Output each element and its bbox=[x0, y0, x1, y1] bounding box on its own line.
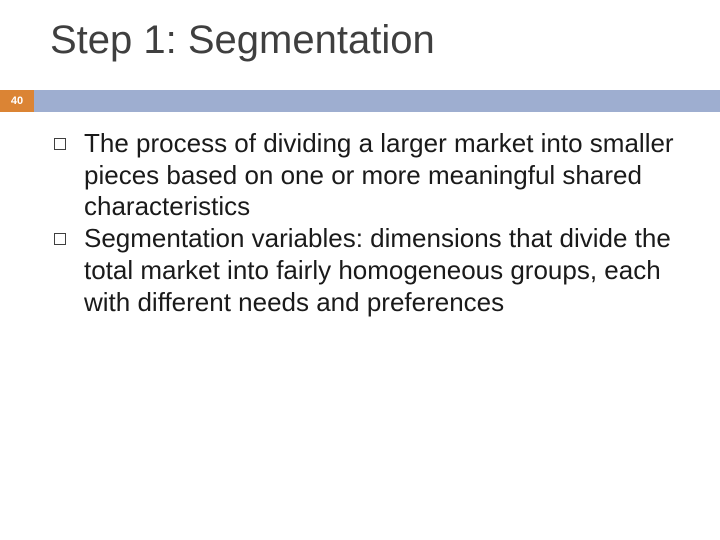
bullet-text: Segmentation variables: dimensions that … bbox=[84, 223, 674, 318]
bullet-item: The process of dividing a larger market … bbox=[54, 128, 674, 223]
slide-title: Step 1: Segmentation bbox=[50, 18, 435, 63]
bullet-text: The process of dividing a larger market … bbox=[84, 128, 674, 223]
square-bullet-icon bbox=[54, 233, 66, 245]
page-number-box: 40 bbox=[0, 90, 34, 112]
bullet-item: Segmentation variables: dimensions that … bbox=[54, 223, 674, 318]
accent-bar: 40 bbox=[0, 90, 720, 112]
slide: Step 1: Segmentation 40 The process of d… bbox=[0, 0, 720, 540]
content-area: The process of dividing a larger market … bbox=[54, 128, 674, 318]
square-bullet-icon bbox=[54, 138, 66, 150]
accent-bar-right bbox=[34, 90, 720, 112]
page-number: 40 bbox=[11, 95, 23, 107]
